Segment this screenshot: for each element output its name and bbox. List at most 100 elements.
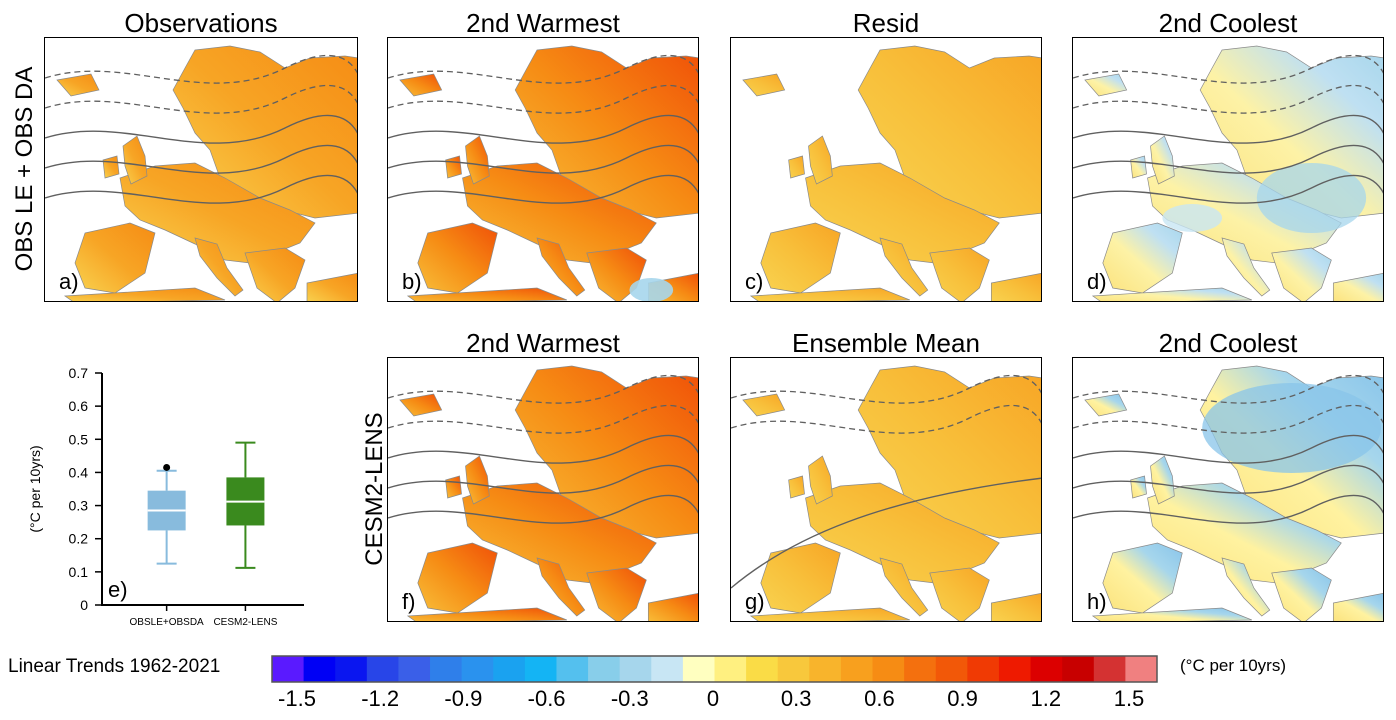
land-region [465, 135, 490, 185]
land-region [194, 237, 244, 297]
colorbar-cell [461, 656, 494, 682]
land-region [1150, 135, 1175, 185]
land-region [1130, 475, 1147, 499]
colorbar-tick-label: -1.2 [361, 686, 400, 711]
y-axis-label: (°C per 10yrs) [27, 445, 43, 532]
land-region [399, 393, 443, 417]
contour-line [731, 404, 1041, 434]
box-1 [226, 441, 265, 611]
contour-line [388, 464, 698, 494]
colorbar-cell [777, 656, 810, 682]
land-region [1130, 155, 1147, 179]
land-region [462, 162, 657, 264]
land-region [462, 482, 657, 584]
land-region [749, 607, 910, 621]
colorbar-cell [398, 656, 431, 682]
colorbar-cell [430, 656, 463, 682]
colorbar-cell [714, 656, 747, 682]
x-tick-label: OBSLE+OBSDA [130, 617, 205, 628]
contour-line [388, 84, 698, 114]
colorbar [271, 655, 1158, 683]
contour-line [1073, 404, 1383, 434]
land-region [1332, 593, 1383, 621]
map-graphic [742, 45, 1041, 301]
land-region [1332, 273, 1383, 301]
map-panel-f: f) [387, 357, 699, 622]
panel-label-b: b) [402, 269, 422, 294]
land-region [1271, 247, 1332, 301]
colorbar-cell [335, 656, 368, 682]
land-region [990, 593, 1041, 621]
colorbar-cell [619, 656, 652, 682]
contour-line [45, 174, 357, 204]
y-tick-label: 0.3 [69, 498, 89, 514]
colorbar-tick-label: 0.3 [780, 686, 812, 711]
panel-title-f: 2nd Warmest [466, 328, 620, 358]
colorbar-title: Linear Trends 1962-2021 [8, 656, 221, 677]
land-region [536, 557, 586, 617]
colorbar-cell [682, 656, 715, 682]
y-tick-label: 0.5 [69, 431, 89, 447]
colorbar-cell [872, 656, 905, 682]
map-graphic [1073, 365, 1383, 621]
land-region [74, 222, 156, 294]
land-region [1221, 237, 1271, 297]
land-region [788, 155, 805, 179]
colorbar-cell [303, 656, 336, 682]
colorbar-cell [366, 656, 399, 682]
colorbar-cell [967, 656, 1000, 682]
land-region [1091, 287, 1252, 301]
row-label-bottom: CESM2-LENS [361, 412, 388, 566]
land-region [929, 247, 990, 301]
land-region [406, 607, 567, 621]
y-tick-label: 0.1 [69, 564, 89, 580]
colorbar-cell [935, 656, 968, 682]
y-tick-label: 0 [80, 597, 88, 613]
land-region [1150, 455, 1175, 505]
colorbar-tick-label: 1.5 [1113, 686, 1145, 711]
panel-label-d: d) [1087, 269, 1107, 294]
contour-line [1073, 464, 1383, 494]
panel-title-a: Observations [124, 8, 278, 38]
land-region [306, 273, 357, 301]
contour-line [388, 114, 698, 144]
panel-title-g: Ensemble Mean [792, 328, 980, 358]
colorbar-frame [271, 655, 1158, 683]
contour-line [388, 174, 698, 204]
contour-line [1073, 434, 1383, 464]
colorbar-tick-label: -1.5 [278, 686, 316, 711]
boxplot-panel: 0 0.1 0.2 0.3 0.4 0.5 0.6 0.7 (°C per 10yrs) OBSL… [14, 345, 339, 630]
map-graphic [731, 365, 1041, 621]
land-region [586, 567, 647, 621]
land-region [417, 542, 498, 614]
colorbar-cell [524, 656, 557, 682]
land-region [122, 135, 148, 185]
land-region [647, 593, 698, 621]
land-region [879, 237, 929, 297]
contour-line [388, 434, 698, 464]
colorbar-tick-label: 0 [706, 686, 720, 711]
panel-title-h: 2nd Coolest [1158, 328, 1298, 358]
outlier-point [163, 463, 171, 471]
map-graphic [45, 45, 357, 301]
land-region [805, 482, 1000, 584]
axis-frame [101, 373, 304, 606]
land-region [808, 135, 833, 185]
land-region [63, 287, 226, 301]
land-region [742, 393, 786, 417]
land-region [399, 73, 443, 97]
map-graphic [388, 45, 698, 301]
map-panel-a: a) [44, 37, 358, 302]
contour-line [1073, 84, 1383, 114]
contour-line [45, 84, 357, 114]
y-tick-label: 0.6 [69, 398, 89, 414]
land-region [760, 542, 841, 614]
colorbar-cell [998, 656, 1032, 682]
boxplot-chart: 0 0.1 0.2 0.3 0.4 0.5 0.6 0.7 (°C per 10yrs) OBSL… [27, 365, 304, 628]
land-region [244, 247, 306, 301]
panel-label-f: f) [402, 589, 416, 614]
panel-title-d: 2nd Coolest [1158, 8, 1298, 38]
colorbar-cell [809, 656, 842, 682]
box-0 [147, 463, 186, 611]
